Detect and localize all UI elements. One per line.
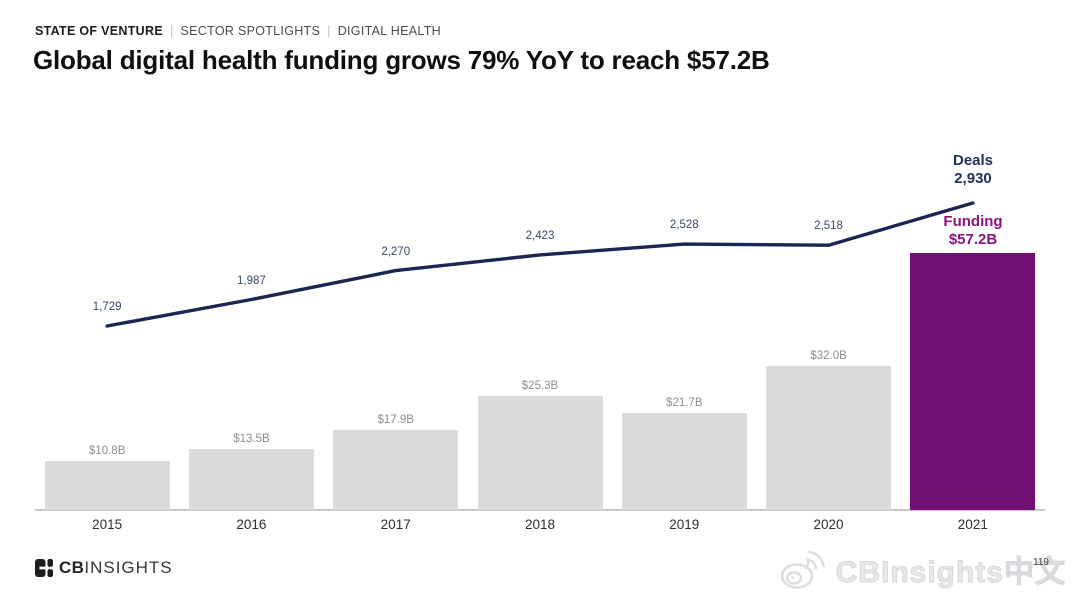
cbinsights-logo-text: CBINSIGHTS [59,558,173,578]
logo-text-light: INSIGHTS [84,558,173,577]
funding-value-label-2018: $25.3B [521,380,559,393]
funding-bar-2020 [766,366,892,510]
funding-value-label-2017: $17.9B [377,413,414,426]
deals-line [105,201,975,328]
funding-bar-2017 [333,429,459,510]
funding-annotation: Funding $57.2B [943,213,1002,249]
breadcrumb: STATE OF VENTURE | SECTOR SPOTLIGHTS | DIGIT… [35,24,441,38]
funding-bar-2016 [188,449,314,510]
deals-annotation-label: Deals [952,152,994,169]
x-axis-label-2020: 2020 [813,517,844,532]
page-number: 119 [1033,557,1049,568]
breadcrumb-topic: DIGITAL HEALTH [337,24,441,38]
x-axis-label-2019: 2019 [669,517,700,532]
combo-chart: Deals 2,930 Funding $57.2B $10.8B 1,729 $1… [35,132,1045,511]
deals-value-label-2019: 2,528 [669,219,699,232]
deals-value-label-2016: 1,987 [237,274,266,287]
page-title: Global digital health funding grows 79% … [33,45,770,75]
x-axis-labels: 2015 2016 2017 2018 2019 2020 2021 [35,517,1045,532]
deals-value-label-2018: 2,423 [525,229,555,242]
deals-value-label-2017: 2,270 [381,245,411,258]
deals-line-chart [105,201,975,328]
deals-value-label-2020: 2,518 [814,220,843,233]
x-axis-label-2021: 2021 [957,517,988,532]
breadcrumb-separator: | [169,24,174,38]
watermark-text: CBInsights中文 [835,556,1066,590]
funding-bar-2021 [910,253,1036,510]
funding-bar-2018 [477,396,603,510]
funding-value-label-2019: $21.7B [666,396,703,409]
breadcrumb-separator: | [327,24,331,38]
x-axis-label-2016: 2016 [236,517,267,532]
funding-bar-2015 [44,461,170,510]
breadcrumb-report: STATE OF VENTURE [35,24,163,38]
x-axis-line [35,509,1045,511]
funding-bar-2019 [621,412,747,510]
cbinsights-logo: CBINSIGHTS [35,558,173,578]
funding-annotation-label: Funding [943,213,1003,230]
x-axis-label-2017: 2017 [380,517,411,532]
logo-text-bold: CB [59,558,85,577]
cbinsights-logo-icon [35,559,53,577]
deals-annotation: Deals 2,930 [953,152,993,188]
funding-value-label-2020: $32.0B [810,350,847,363]
funding-value-label-2015: $10.8B [88,445,126,458]
breadcrumb-section: SECTOR SPOTLIGHTS [180,24,321,38]
x-axis-label-2015: 2015 [92,517,123,532]
x-axis-label-2018: 2018 [524,517,555,532]
watermark: CBInsights中文 [776,545,1066,593]
deals-value-label-2015: 1,729 [92,300,122,313]
deals-annotation-value: 2,930 [954,170,992,187]
funding-annotation-value: $57.2B [948,231,998,248]
funding-value-label-2016: $13.5B [233,433,270,446]
weibo-icon [780,550,825,589]
